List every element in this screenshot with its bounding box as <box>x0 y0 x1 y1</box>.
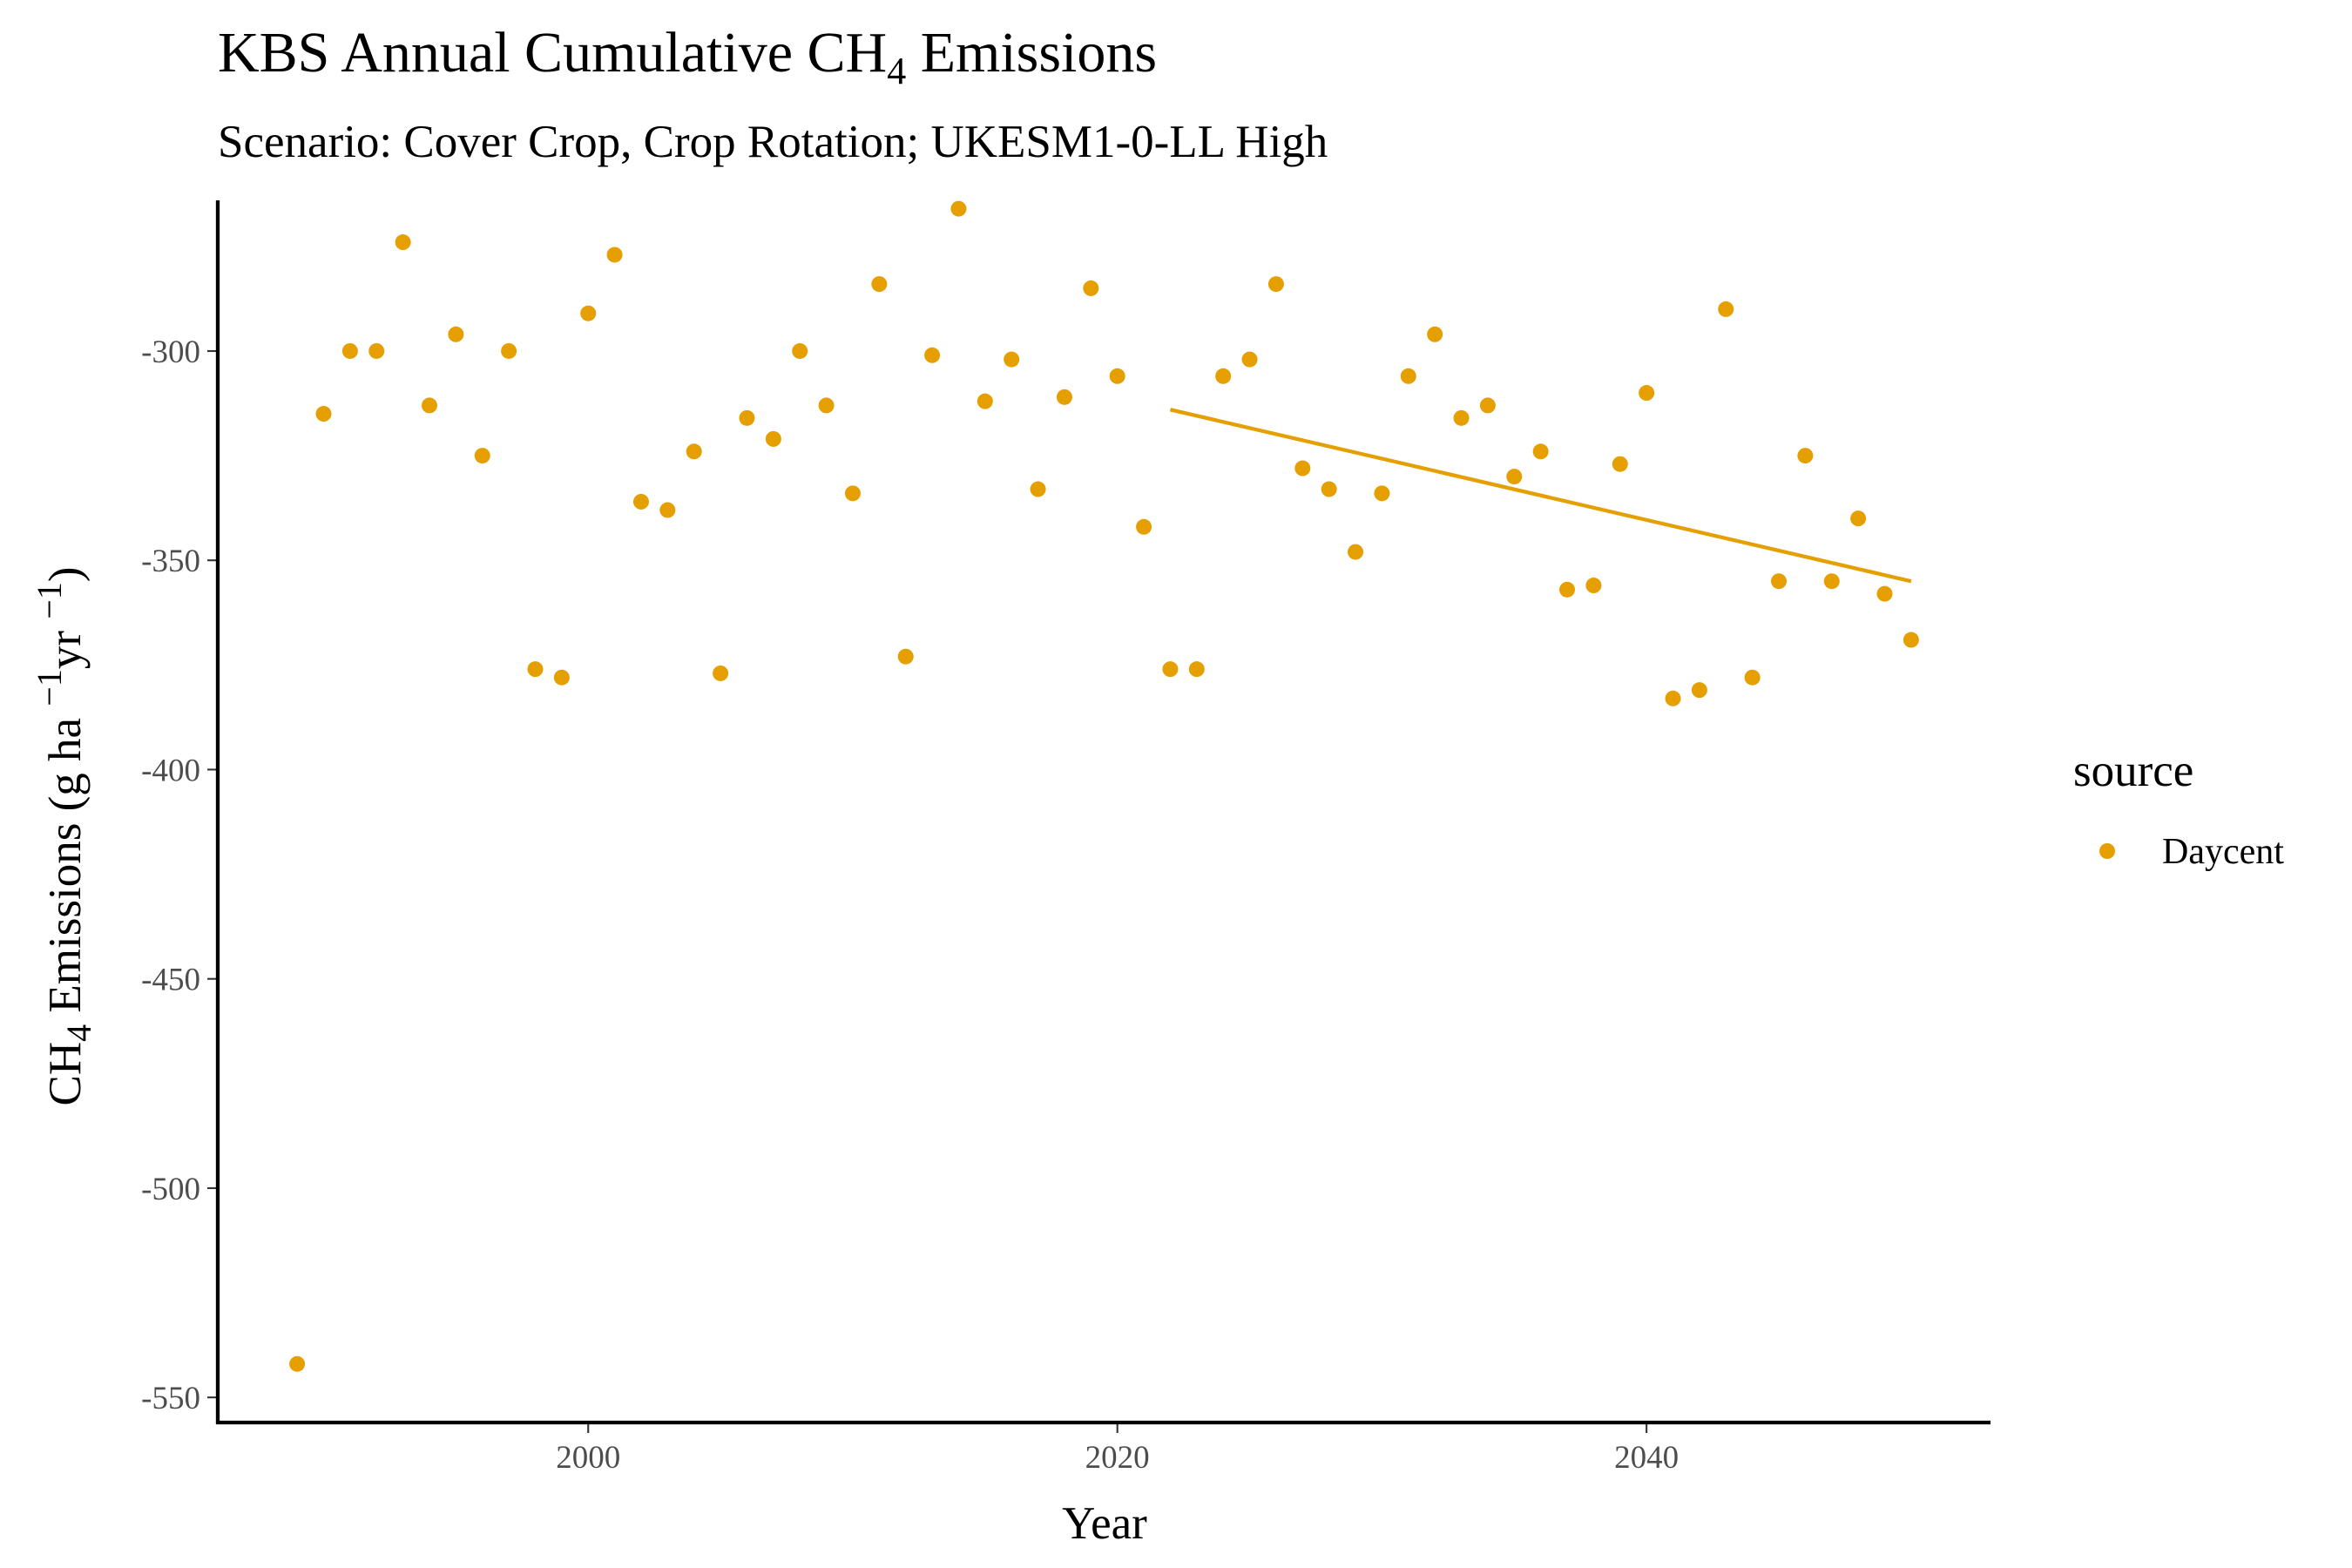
data-point <box>501 342 517 359</box>
data-point <box>1030 481 1046 497</box>
legend-label-daycent: Daycent <box>2162 832 2284 872</box>
data-point <box>1267 276 1284 293</box>
data-point <box>950 200 967 217</box>
data-point <box>792 342 808 359</box>
data-point <box>1823 573 1840 590</box>
chart-title-main: KBS Annual Cumulative CH <box>218 21 887 84</box>
data-point <box>1400 368 1416 384</box>
data-point <box>341 342 358 359</box>
data-point <box>1188 661 1205 678</box>
data-point <box>1004 351 1020 368</box>
data-point <box>1744 669 1761 686</box>
data-point <box>818 397 835 414</box>
data-point <box>1903 632 1919 648</box>
data-point <box>1559 581 1576 598</box>
data-point <box>368 342 385 359</box>
y-axis-title-main: CH <box>40 1042 91 1106</box>
data-point <box>1241 351 1258 368</box>
data-point <box>1215 368 1232 384</box>
chart-title-end: Emissions <box>906 21 1157 84</box>
data-point <box>924 347 941 363</box>
data-point <box>395 234 411 251</box>
data-point <box>686 443 702 460</box>
data-point <box>448 326 464 342</box>
data-point <box>289 1355 306 1372</box>
data-point <box>1876 585 1893 602</box>
y-axis-title: CH4 Emissions (g ha −1yr −1) <box>30 567 98 1106</box>
y-tick-label: -350 <box>141 544 200 579</box>
trend-line-group <box>1169 408 1912 584</box>
data-point <box>1348 544 1364 560</box>
y-axis-title-sub: 4 <box>59 1024 98 1042</box>
data-points <box>289 200 1919 1372</box>
data-point <box>1136 518 1152 535</box>
y-axis-title-mid: yr <box>40 619 91 669</box>
data-point <box>659 502 676 518</box>
data-point <box>1162 661 1179 678</box>
x-axis-title: Year <box>1062 1498 1147 1549</box>
chart-title-subscript: 4 <box>887 50 906 92</box>
data-point <box>1665 690 1681 706</box>
x-axis-ticks: 2000 2020 2040 <box>556 1423 1679 1476</box>
data-point <box>1427 326 1443 342</box>
data-point <box>1532 443 1549 460</box>
y-tick-label: -300 <box>141 335 200 370</box>
data-point <box>844 485 861 502</box>
axes <box>215 200 1990 1425</box>
legend: source Daycent <box>2073 746 2284 872</box>
y-tick-label: -400 <box>141 753 200 788</box>
data-point <box>1718 301 1734 317</box>
y-axis-ticks: -300 -350 -400 -450 -500 -550 <box>141 335 218 1416</box>
data-point <box>1294 460 1311 476</box>
data-point <box>713 665 729 681</box>
data-point <box>580 305 597 321</box>
data-point <box>1479 397 1496 414</box>
data-point <box>553 669 570 686</box>
data-point <box>1506 469 1523 485</box>
y-tick-label: -450 <box>141 963 200 998</box>
data-point <box>1639 385 1655 402</box>
data-point <box>1083 280 1099 296</box>
y-axis-title-end: ) <box>40 567 91 583</box>
data-point <box>1771 573 1788 590</box>
data-point <box>1850 510 1867 527</box>
data-point <box>1691 682 1707 699</box>
y-axis-title-sup1: −1 <box>30 669 69 706</box>
data-point <box>1453 409 1470 426</box>
data-point <box>606 247 623 263</box>
data-point <box>1056 389 1072 405</box>
data-point <box>739 409 755 426</box>
chart-subtitle: Scenario: Cover Crop, Crop Rotation; UKE… <box>218 117 1328 167</box>
data-point <box>1109 368 1125 384</box>
data-point <box>474 448 490 464</box>
y-axis-title-rest: Emissions (g ha <box>40 706 91 1024</box>
data-point <box>527 661 544 678</box>
chart-title: KBS Annual Cumulative CH4 Emissions <box>218 21 1157 92</box>
trend-line <box>1169 408 1912 584</box>
data-point <box>871 276 888 293</box>
x-tick-label: 2000 <box>556 1440 620 1476</box>
data-point <box>897 648 914 665</box>
data-point <box>765 430 781 447</box>
y-axis-title-sup2: −1 <box>30 582 69 619</box>
y-tick-label: -550 <box>141 1381 200 1416</box>
legend-title: source <box>2073 746 2193 796</box>
x-tick-label: 2020 <box>1085 1440 1150 1476</box>
data-point <box>1374 485 1390 502</box>
data-point <box>977 393 993 409</box>
data-point <box>1321 481 1337 497</box>
data-point <box>632 493 649 510</box>
y-tick-label: -500 <box>141 1172 200 1207</box>
data-point <box>1612 456 1628 472</box>
x-tick-label: 2040 <box>1614 1440 1679 1476</box>
data-point <box>421 397 437 414</box>
legend-key-daycent <box>2099 843 2115 859</box>
data-point <box>1797 448 1814 464</box>
data-point <box>315 406 332 422</box>
data-point <box>1585 578 1602 594</box>
